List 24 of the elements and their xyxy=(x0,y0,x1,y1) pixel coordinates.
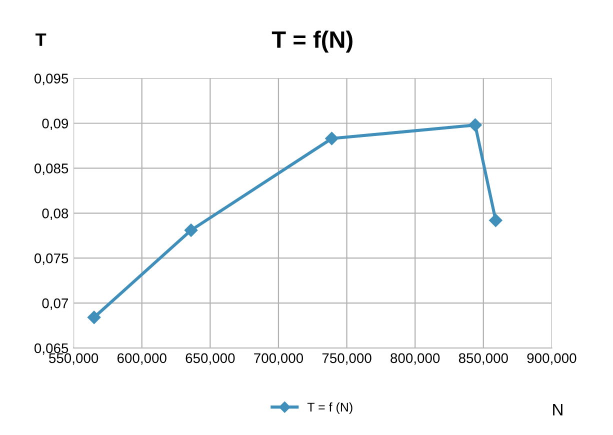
y-axis-title: T xyxy=(36,34,46,46)
x-tick-label: 900,000 xyxy=(527,353,576,365)
x-tick-label: 800,000 xyxy=(390,353,440,365)
point xyxy=(87,310,101,324)
x-tick-label: 600,000 xyxy=(117,353,166,365)
y-tick-label: 0,095 xyxy=(34,74,68,86)
x-axis-title: N xyxy=(553,404,562,416)
x-tick-label: 650,000 xyxy=(186,353,235,365)
point xyxy=(489,214,502,227)
x-tick-label: 700,000 xyxy=(254,353,304,365)
x-tick-label: 750,000 xyxy=(322,353,372,365)
x-tick-label: 850,000 xyxy=(458,353,508,365)
y-tick-label: 0,07 xyxy=(42,298,68,310)
x-tick-label: 550,000 xyxy=(49,353,98,365)
point xyxy=(325,132,338,146)
y-tick-label: 0,08 xyxy=(42,208,68,220)
y-tick-label: 0,085 xyxy=(34,164,68,176)
chart-title: T = f(N) xyxy=(272,30,352,53)
point xyxy=(184,224,198,237)
y-tick-label: 0,065 xyxy=(34,343,68,355)
legend-label: T = f (N) xyxy=(307,402,352,414)
point xyxy=(468,118,482,132)
y-tick-label: 0,075 xyxy=(34,253,68,265)
y-tick-label: 0,09 xyxy=(42,118,68,130)
